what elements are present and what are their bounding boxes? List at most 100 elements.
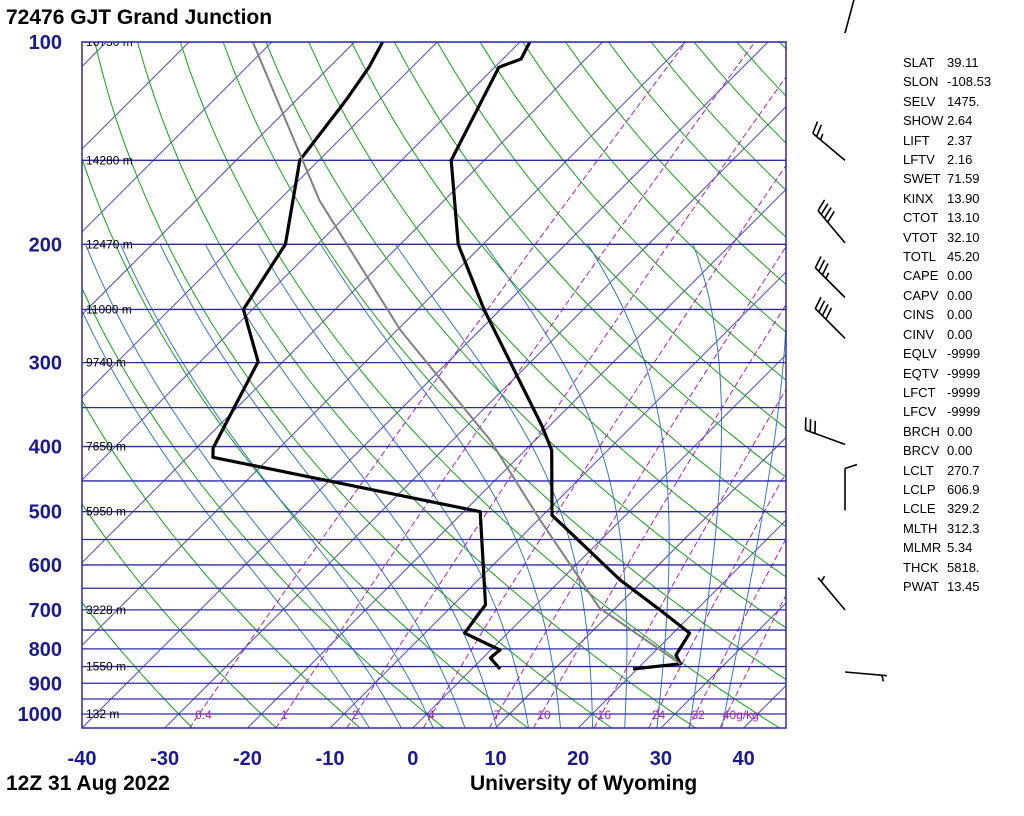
stat-value: 71.59: [947, 171, 980, 187]
stat-key: EQTV: [903, 365, 939, 381]
stat-row-swet: SWET 71.59: [903, 169, 991, 188]
isotherm-line: [82, 42, 107, 68]
stat-key: THCK: [903, 559, 939, 575]
stat-key: LCLE: [903, 501, 936, 517]
wind-barb: [812, 121, 846, 161]
y-tick-label: 200: [29, 234, 62, 256]
dry-adiabat-line: [436, 42, 786, 429]
stat-row-lclp: LCLP 606.9: [903, 480, 991, 499]
height-label: 16730 m: [86, 35, 133, 49]
stat-row-mlth: MLTH 312.3: [903, 519, 991, 538]
wind-barb: [844, 463, 858, 511]
moist-adiabat-line: [320, 244, 561, 728]
stat-value: 270.7: [947, 462, 980, 478]
stat-value: 0.00: [947, 287, 973, 303]
dry-adiabat-line: [393, 42, 786, 478]
x-tick-label: 30: [650, 748, 672, 770]
stat-key: CAPV: [903, 287, 939, 303]
y-tick-label: 1000: [18, 704, 63, 726]
stat-key: BRCV: [903, 443, 940, 459]
stat-value: -9999: [947, 404, 981, 420]
stat-row-selv: SELV 1475.: [903, 92, 991, 111]
plot-frame: [81, 41, 787, 729]
mixing-ratio-label: 24: [652, 708, 666, 722]
stat-key: LCLT: [903, 462, 934, 478]
stat-row-eqlv: EQLV -9999: [903, 344, 991, 363]
height-label: 9740 m: [86, 356, 126, 370]
stat-row-mlmr: MLMR 5.34: [903, 538, 991, 557]
wind-barb: [817, 575, 846, 611]
stat-key: MLTH: [903, 520, 938, 536]
x-tick-label: 10: [484, 748, 506, 770]
isotherm-line: [82, 42, 438, 398]
stat-value: -108.53: [947, 74, 992, 90]
stat-value: -9999: [947, 384, 981, 400]
isotherm-line: [246, 188, 786, 728]
sounding-date: 12Z 31 Aug 2022: [6, 772, 170, 795]
stat-value: 39.11: [947, 55, 979, 70]
stat-row-lfcv: LFCV -9999: [903, 402, 991, 421]
stat-row-capv: CAPV 0.00: [903, 286, 991, 305]
stat-key: CINS: [903, 307, 935, 323]
mixing-ratio-label: 1: [281, 708, 288, 722]
x-tick-label: -10: [316, 748, 345, 770]
moist-adiabat-line: [159, 244, 466, 728]
stat-value: 32.10: [947, 229, 980, 245]
stat-key: PWAT: [903, 578, 940, 594]
stat-value: -9999: [947, 365, 981, 381]
x-tick-label: -40: [68, 748, 97, 770]
stat-value: 2.64: [947, 113, 973, 129]
moist-adiabat-line: [204, 244, 498, 728]
mixing-ratio-label: 16: [598, 708, 612, 722]
stat-key: BRCH: [903, 423, 940, 439]
mixing-ratio-label: 4: [428, 708, 435, 722]
stat-key: CINV: [903, 326, 935, 342]
y-tick-label: 700: [29, 600, 62, 622]
stat-row-cins: CINS 0.00: [903, 305, 991, 324]
height-label: 11000 m: [86, 302, 132, 316]
stat-key: LFTV: [903, 152, 935, 168]
stat-row-kinx: KINX 13.90: [903, 189, 991, 208]
stat-key: CTOT: [903, 210, 939, 226]
stat-value: 0.00: [947, 423, 973, 439]
stat-value: 329.2: [947, 501, 980, 517]
moist-adiabat-line: [721, 244, 786, 728]
mixing-ratio-line: [188, 42, 687, 728]
stat-value: 2.16: [947, 152, 973, 168]
wind-barb: [844, 671, 887, 682]
moist-adiabat-line: [120, 244, 434, 728]
y-tick-label: 500: [29, 502, 62, 524]
stat-key: LFCV: [903, 404, 937, 420]
stat-key: SWET: [903, 171, 941, 187]
stat-key: CAPE: [903, 268, 939, 284]
isotherm-line: [494, 436, 786, 728]
dry-adiabat-line: [82, 601, 194, 728]
isotherm-line: [660, 602, 786, 728]
mixing-ratio-label: 0.4: [195, 708, 212, 722]
stat-row-brch: BRCH 0.00: [903, 422, 991, 441]
stat-value: 5818.: [947, 559, 980, 575]
stat-row-eqtv: EQTV -9999: [903, 364, 991, 383]
mixing-ratio-label: 10: [537, 708, 551, 722]
stat-row-lftv: LFTV 2.16: [903, 150, 991, 169]
wind-barb: [817, 199, 846, 244]
mixing-ratio-label: 2: [352, 708, 359, 722]
mixing-ratio-label: 32: [691, 708, 705, 722]
y-tick-label: 100: [29, 32, 62, 54]
isotherm-line: [82, 42, 603, 564]
isotherm-line: [0, 42, 24, 728]
stat-key: MLMR: [903, 540, 942, 556]
dry-adiabat-line: [351, 42, 786, 528]
dry-adiabat-line: [479, 42, 786, 381]
stat-key: TOTL: [903, 249, 936, 265]
stat-row-vtot: VTOT 32.10: [903, 228, 991, 247]
y-tick-label: 300: [29, 353, 62, 375]
isotherm-line: [82, 42, 686, 647]
mixing-ratio-line: [275, 42, 756, 728]
temperature-profile-line: [449, 42, 692, 671]
dry-adiabat-line: [82, 503, 277, 728]
height-label: 5950 m: [86, 505, 126, 519]
stat-value: 2.37: [947, 132, 973, 148]
dry-adiabat-line: [94, 42, 613, 728]
